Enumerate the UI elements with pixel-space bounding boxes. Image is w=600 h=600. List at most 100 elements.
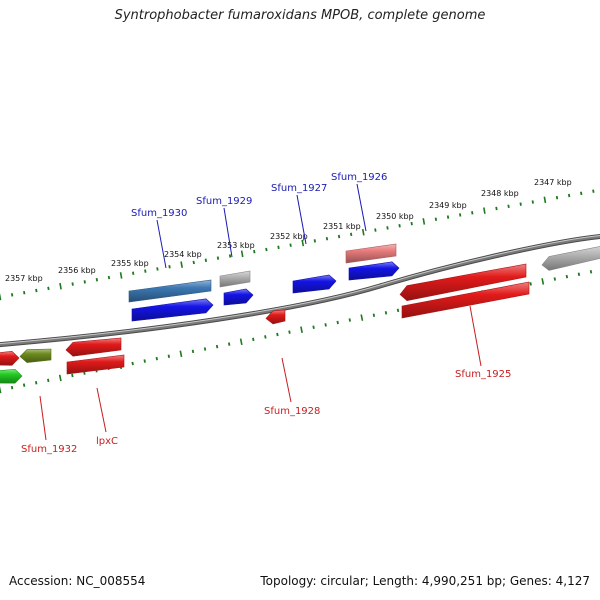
label-sfum-1926-leader: [356, 183, 367, 232]
tick-minor: [143, 359, 146, 363]
tick-minor: [71, 373, 74, 378]
cds-far-right-red: [541, 246, 600, 271]
tick-major: [179, 350, 183, 358]
tick-minor: [10, 385, 14, 390]
genome-title: Syntrophobacter fumaroxidans MPOB, compl…: [114, 8, 486, 23]
tick-minor: [589, 270, 593, 274]
tick-minor: [144, 269, 147, 273]
kbp-label: 2348 kbp: [481, 189, 519, 198]
upper-tick-rail: [0, 189, 595, 301]
kbp-label: 2356 kbp: [58, 266, 96, 275]
tick-minor: [519, 202, 522, 206]
cds-lpxc-olive: [66, 354, 125, 375]
label-lpxc-leader: [96, 387, 107, 433]
tick-minor: [289, 243, 292, 247]
tick-minor: [83, 280, 86, 284]
tick-minor: [107, 275, 111, 280]
tick-minor: [23, 290, 26, 295]
tick-minor: [529, 282, 532, 286]
tick-minor: [565, 274, 569, 279]
tick-major: [119, 272, 123, 279]
label-lpxc: lpxC: [96, 436, 118, 447]
tick-minor: [95, 277, 99, 282]
tick-minor: [203, 347, 207, 351]
tick-minor: [131, 361, 134, 366]
tick-minor: [434, 217, 438, 221]
tick-minor: [312, 325, 315, 330]
tick-minor: [384, 311, 388, 315]
tick-minor: [325, 236, 329, 241]
kbp-label: 2349 kbp: [429, 201, 467, 210]
tick-minor: [252, 337, 255, 342]
tick-major: [58, 374, 62, 382]
cds-sfum-1929-grey: [219, 270, 251, 288]
cds-sfum-1928: [265, 309, 286, 325]
kbp-label: 2350 kbp: [376, 212, 414, 221]
tick-minor: [348, 318, 351, 322]
label-sfum-1925: Sfum_1925: [455, 369, 511, 380]
tick-minor: [471, 211, 474, 215]
cds-sfum-1930-blue: [131, 298, 214, 322]
kbp-label: 2352 kbp: [270, 232, 308, 241]
tick-major: [361, 228, 365, 236]
label-sfum-1930-leader: [156, 219, 167, 269]
tick-minor: [410, 221, 413, 226]
backbone-highlight: [0, 235, 600, 345]
tick-major: [301, 239, 305, 247]
cds-sfum-1926-blue: [348, 261, 400, 281]
tick-minor: [276, 332, 279, 337]
tick-major: [483, 207, 486, 214]
tick-minor: [277, 245, 280, 250]
genome-backbone: [0, 235, 600, 347]
tick-minor: [553, 277, 557, 281]
kbp-label: 2353 kbp: [217, 241, 255, 250]
label-sfum-1925-leader: [469, 305, 482, 367]
tick-minor: [288, 330, 291, 334]
tick-minor: [156, 267, 159, 271]
cds-sfum-1930-steel: [128, 279, 212, 303]
tick-minor: [168, 265, 171, 269]
label-sfum-1927: Sfum_1927: [271, 183, 327, 194]
kbp-label: 2355 kbp: [111, 259, 149, 268]
tick-minor: [132, 271, 135, 275]
cds-sfum-1925-red: [399, 263, 527, 301]
tick-minor: [337, 234, 341, 239]
tick-minor: [167, 354, 171, 358]
tick-minor: [71, 282, 74, 286]
tick-minor: [191, 349, 195, 354]
tick-minor: [313, 239, 316, 243]
tick-major: [360, 314, 364, 321]
kbp-label: 2357 kbp: [5, 274, 43, 283]
tick-minor: [265, 247, 268, 252]
tick-minor: [35, 288, 38, 293]
cds-left-edge-green: [0, 368, 23, 384]
tick-minor: [155, 356, 158, 361]
tick-minor: [531, 200, 534, 204]
tick-minor: [495, 206, 498, 211]
tick-major: [239, 338, 243, 346]
label-sfum-1926: Sfum_1926: [331, 172, 387, 183]
cds-sfum-1925-grey: [401, 281, 530, 319]
tick-minor: [324, 323, 327, 327]
tick-minor: [204, 258, 208, 263]
topology-text: Topology: circular; Length: 4,990,251 bp…: [260, 574, 590, 588]
tick-minor: [253, 249, 256, 254]
cds-sfum-1932: [19, 348, 52, 363]
cds-sfum-1927: [292, 274, 337, 294]
label-sfum-1932-leader: [39, 395, 47, 441]
tick-minor: [215, 344, 219, 349]
tick-minor: [34, 381, 38, 385]
cds-lpxc-red: [65, 337, 122, 357]
tick-minor: [592, 189, 595, 193]
label-sfum-1929-leader: [223, 207, 233, 258]
tick-minor: [398, 224, 401, 228]
kbp-label: 2351 kbp: [323, 222, 361, 231]
label-sfum-1930: Sfum_1930: [131, 208, 187, 219]
tick-major: [541, 278, 545, 285]
cds-sfum-1926-pink: [345, 243, 397, 264]
tick-minor: [580, 191, 583, 196]
label-sfum-1927-leader: [296, 194, 307, 245]
tick-major: [0, 293, 2, 301]
tick-minor: [10, 293, 14, 297]
